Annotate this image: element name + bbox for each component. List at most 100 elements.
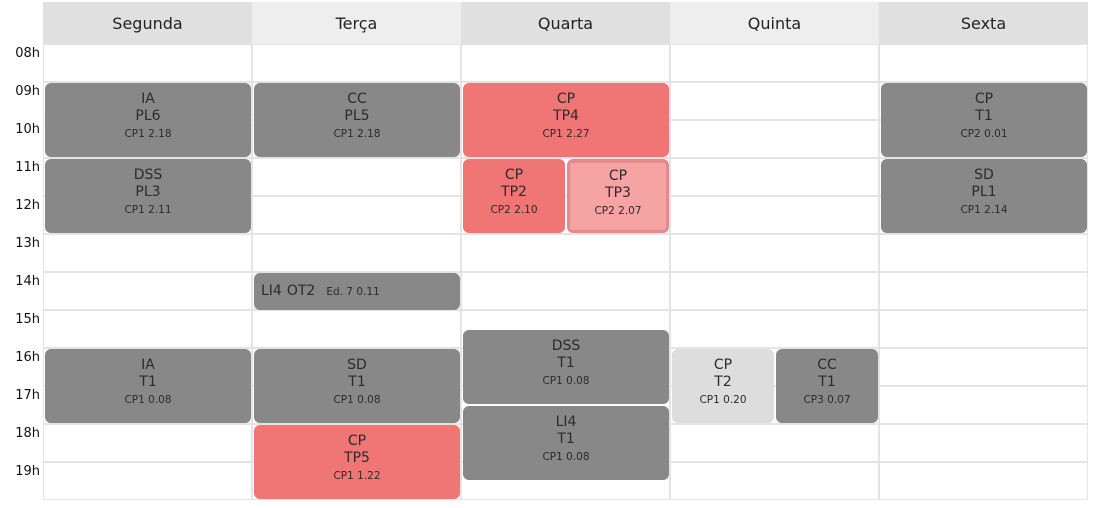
hour-label: 13h <box>15 236 40 251</box>
grid-cell[interactable] <box>461 44 670 82</box>
hour-label: 19h <box>15 464 40 479</box>
class-room: CP1 2.18 <box>333 128 381 140</box>
grid-cell[interactable] <box>670 82 879 120</box>
class-type: PL5 <box>344 108 370 124</box>
class-room: CP1 1.22 <box>333 470 381 482</box>
hour-label: 18h <box>15 426 40 441</box>
grid-cell[interactable] <box>43 462 252 500</box>
hour-label: 15h <box>15 312 40 327</box>
class-room: CP2 2.10 <box>490 204 538 216</box>
class-block[interactable]: CC T1 CP3 0.07 <box>776 349 878 423</box>
class-subject: CC <box>817 357 837 373</box>
grid-cell[interactable] <box>670 310 879 348</box>
grid-cell[interactable] <box>670 234 879 272</box>
class-room: CP1 2.18 <box>124 128 172 140</box>
grid-cell[interactable] <box>879 234 1088 272</box>
class-block[interactable]: LI4 T1 CP1 0.08 <box>463 406 669 480</box>
hour-label: 09h <box>15 84 40 99</box>
grid-cell[interactable] <box>670 272 879 310</box>
class-block[interactable]: CC PL5 CP1 2.18 <box>254 83 460 157</box>
hour-label: 17h <box>15 388 40 403</box>
class-type: T1 <box>975 108 993 124</box>
class-subject: DSS <box>133 167 163 183</box>
class-room: CP3 0.07 <box>803 394 851 406</box>
grid-cell[interactable] <box>252 310 461 348</box>
class-room: CP2 2.07 <box>594 205 642 217</box>
class-block[interactable]: IA T1 CP1 0.08 <box>45 349 251 423</box>
grid-cell[interactable] <box>670 44 879 82</box>
class-room: CP1 0.08 <box>333 394 381 406</box>
class-subject: CP <box>713 357 733 373</box>
class-room: CP2 0.01 <box>960 128 1008 140</box>
class-block[interactable]: SD T1 CP1 0.08 <box>254 349 460 423</box>
class-type: PL1 <box>971 184 997 200</box>
hour-label: 12h <box>15 198 40 213</box>
grid-cell[interactable] <box>252 196 461 234</box>
hour-label: 14h <box>15 274 40 289</box>
grid-cell[interactable] <box>670 196 879 234</box>
grid-cell[interactable] <box>252 158 461 196</box>
class-block[interactable]: CP TP2 CP2 2.10 <box>463 159 565 233</box>
class-subject: LI4 <box>555 414 577 430</box>
grid-cell[interactable] <box>670 120 879 158</box>
class-subject: DSS <box>551 338 581 354</box>
hour-label: 16h <box>15 350 40 365</box>
hour-label: 11h <box>15 160 40 175</box>
grid-cell[interactable] <box>879 462 1088 500</box>
grid-cell[interactable] <box>252 44 461 82</box>
class-block[interactable]: SD PL1 CP1 2.14 <box>881 159 1087 233</box>
class-block[interactable]: CP TP5 CP1 1.22 <box>254 425 460 499</box>
class-type: T1 <box>818 374 836 390</box>
class-block[interactable]: CP TP4 CP1 2.27 <box>463 83 669 157</box>
class-type: TP3 <box>605 185 631 201</box>
grid-cell[interactable] <box>252 234 461 272</box>
grid-cell[interactable] <box>461 234 670 272</box>
class-block-selected[interactable]: CP TP3 CP2 2.07 <box>567 159 669 233</box>
class-type: T2 <box>714 374 732 390</box>
day-header-segunda: Segunda <box>43 2 252 44</box>
grid-cell[interactable] <box>461 272 670 310</box>
class-subject: SD <box>974 167 994 183</box>
grid-cell[interactable] <box>43 424 252 462</box>
grid-cell[interactable] <box>879 44 1088 82</box>
class-type: TP2 <box>501 184 527 200</box>
day-header-terca: Terça <box>252 2 461 44</box>
class-type: T1 <box>557 355 575 371</box>
day-header-quinta: Quinta <box>670 2 879 44</box>
class-room: CP1 0.08 <box>542 375 590 387</box>
class-subject: CP <box>504 167 524 183</box>
grid-cell[interactable] <box>670 462 879 500</box>
grid-cell[interactable] <box>879 424 1088 462</box>
class-room: CP1 2.27 <box>542 128 590 140</box>
grid-cell[interactable] <box>879 348 1088 386</box>
class-subject: LI4 <box>261 283 282 299</box>
grid-cell[interactable] <box>43 44 252 82</box>
class-block[interactable]: CP T1 CP2 0.01 <box>881 83 1087 157</box>
grid-cell[interactable] <box>879 310 1088 348</box>
day-header-quarta: Quarta <box>461 2 670 44</box>
class-subject: CP <box>347 433 367 449</box>
class-subject: CP <box>608 168 628 184</box>
class-room: CP1 2.14 <box>960 204 1008 216</box>
grid-cell[interactable] <box>670 158 879 196</box>
class-subject: CC <box>347 91 367 107</box>
class-subject: CP <box>556 91 576 107</box>
class-subject: CP <box>974 91 994 107</box>
class-block[interactable]: CP T2 CP1 0.20 <box>672 349 774 423</box>
hour-label: 08h <box>15 46 40 61</box>
class-type: T1 <box>557 431 575 447</box>
grid-cell[interactable] <box>879 272 1088 310</box>
class-type: TP4 <box>553 108 579 124</box>
class-block[interactable]: IA PL6 CP1 2.18 <box>45 83 251 157</box>
grid-cell[interactable] <box>43 310 252 348</box>
grid-cell[interactable] <box>43 272 252 310</box>
grid-cell[interactable] <box>670 424 879 462</box>
class-block[interactable]: DSS PL3 CP1 2.11 <box>45 159 251 233</box>
class-subject: SD <box>347 357 367 373</box>
class-room: CP1 0.20 <box>699 394 747 406</box>
class-block[interactable]: DSS T1 CP1 0.08 <box>463 330 669 404</box>
class-block[interactable]: LI4 OT2 Ed. 7 0.11 <box>254 273 460 310</box>
grid-cell[interactable] <box>43 234 252 272</box>
hour-label: 10h <box>15 122 40 137</box>
grid-cell[interactable] <box>879 386 1088 424</box>
